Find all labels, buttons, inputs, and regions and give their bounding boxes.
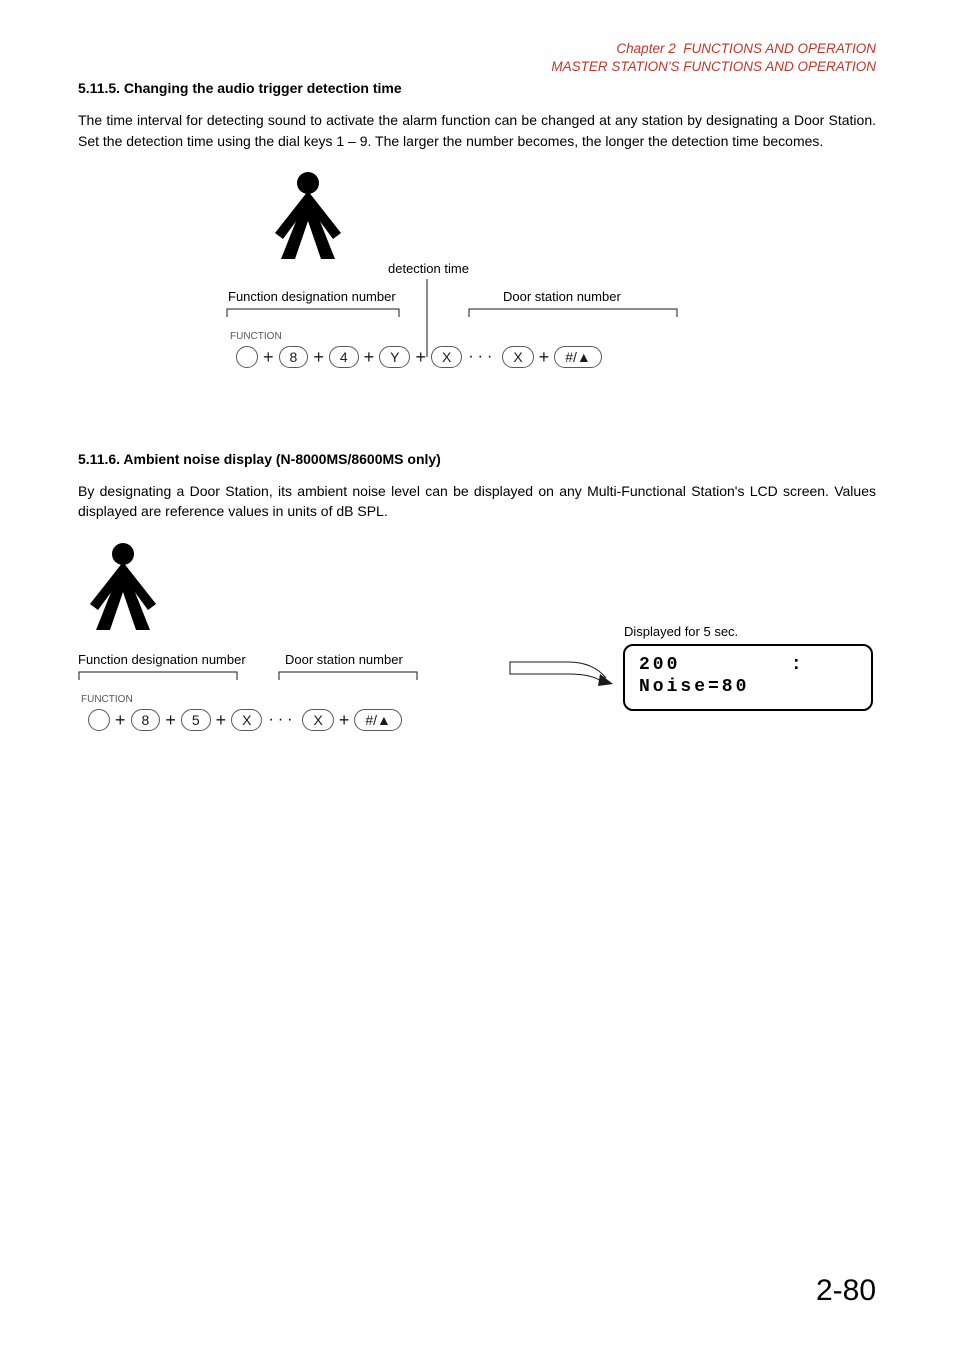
func-bracket-1 bbox=[226, 308, 400, 318]
chapter-title-2: MASTER STATION'S FUNCTIONS AND OPERATION bbox=[551, 59, 876, 74]
plus-icon: + bbox=[415, 346, 426, 368]
plus-icon: + bbox=[216, 709, 227, 731]
function-key bbox=[88, 709, 110, 731]
diagram-1: detection time Function designation numb… bbox=[78, 171, 876, 401]
function-label-2: FUNCTION bbox=[81, 694, 133, 705]
key-x: X bbox=[431, 346, 462, 368]
person-icon bbox=[263, 171, 353, 266]
door-bracket-2 bbox=[278, 671, 418, 681]
function-label-1: FUNCTION bbox=[230, 331, 282, 342]
plus-icon: + bbox=[165, 709, 176, 731]
key-8: 8 bbox=[131, 709, 161, 731]
plus-icon: + bbox=[313, 346, 324, 368]
plus-icon: + bbox=[115, 709, 126, 731]
section-5-11-6-heading: 5.11.6. Ambient noise display (N-8000MS/… bbox=[78, 451, 876, 467]
arrow-icon bbox=[508, 654, 618, 689]
key-x: X bbox=[231, 709, 262, 731]
door-num-label-2: Door station number bbox=[285, 652, 403, 667]
lcd-line-1: 200 : bbox=[639, 654, 857, 677]
key-x: X bbox=[302, 709, 333, 731]
key-x: X bbox=[502, 346, 533, 368]
plus-icon: + bbox=[539, 346, 550, 368]
lcd-line-2: Noise=80 bbox=[639, 676, 857, 699]
function-key bbox=[236, 346, 258, 368]
key-y: Y bbox=[379, 346, 410, 368]
lcd-display: 200 : Noise=80 bbox=[623, 644, 873, 711]
key-sequence-1: + 8 + 4 + Y + X ··· X + #/▲ bbox=[236, 346, 602, 368]
section-5-11-6-paragraph: By designating a Door Station, its ambie… bbox=[78, 481, 876, 522]
key-hash: #/▲ bbox=[354, 709, 402, 731]
detection-time-label: detection time bbox=[388, 261, 469, 276]
section-5-11-5-paragraph: The time interval for detecting sound to… bbox=[78, 110, 876, 151]
key-8: 8 bbox=[279, 346, 309, 368]
plus-icon: + bbox=[263, 346, 274, 368]
key-hash: #/▲ bbox=[554, 346, 602, 368]
displayed-label: Displayed for 5 sec. bbox=[624, 624, 738, 639]
person-icon bbox=[78, 542, 168, 637]
func-bracket-2 bbox=[78, 671, 238, 681]
diagram-2: Function designation number Door station… bbox=[78, 542, 876, 772]
key-4: 4 bbox=[329, 346, 359, 368]
dots-icon: ··· bbox=[268, 709, 296, 731]
dots-icon: ··· bbox=[468, 346, 496, 368]
key-5: 5 bbox=[181, 709, 211, 731]
func-designation-label-2: Function designation number bbox=[78, 652, 246, 667]
key-sequence-2: + 8 + 5 + X ··· X + #/▲ bbox=[88, 709, 402, 731]
func-designation-label-1: Function designation number bbox=[228, 289, 396, 304]
page-number: 2-80 bbox=[816, 1274, 876, 1308]
plus-icon: + bbox=[364, 346, 375, 368]
door-num-label-1: Door station number bbox=[503, 289, 621, 304]
section-5-11-5-heading: 5.11.5. Changing the audio trigger detec… bbox=[78, 80, 876, 96]
door-bracket-1 bbox=[468, 308, 678, 318]
plus-icon: + bbox=[339, 709, 350, 731]
chapter-label: Chapter 2 bbox=[616, 41, 675, 56]
chapter-title-1: FUNCTIONS AND OPERATION bbox=[683, 41, 876, 56]
chapter-header: Chapter 2 FUNCTIONS AND OPERATION MASTER… bbox=[78, 40, 876, 76]
